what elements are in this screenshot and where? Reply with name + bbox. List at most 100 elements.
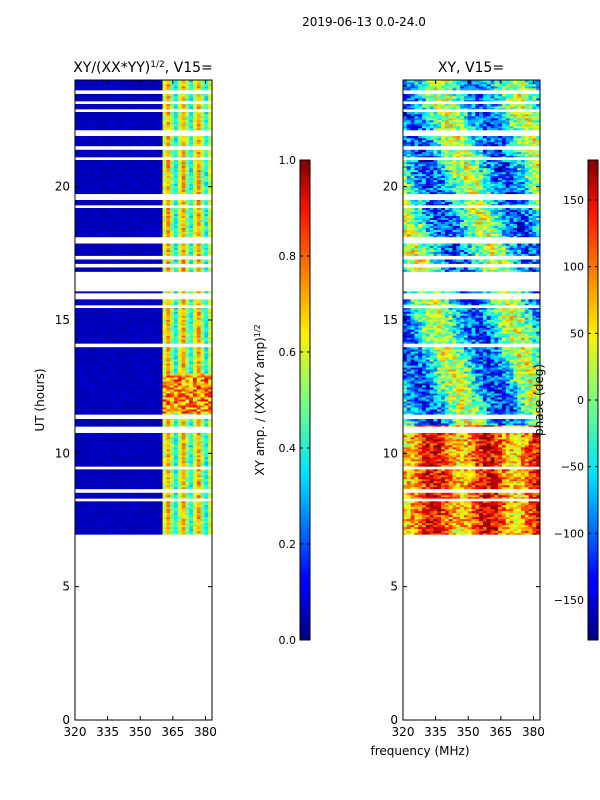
- heatmap-cell: [124, 211, 129, 215]
- heatmap-cell: [143, 347, 148, 350]
- heatmap-cell: [162, 514, 167, 518]
- heatmap-cell: [143, 397, 148, 400]
- heatmap-cell: [75, 299, 80, 302]
- heatmap-cell: [94, 331, 99, 334]
- heatmap-cell: [139, 253, 145, 256]
- heatmap-cell: [196, 389, 202, 392]
- heatmap-cell: [170, 528, 175, 532]
- heatmap-cell: [75, 462, 80, 466]
- heatmap-cell: [94, 355, 99, 358]
- heatmap-cell: [154, 530, 160, 534]
- heatmap-cell: [78, 377, 84, 380]
- heatmap-cell: [109, 514, 114, 518]
- heatmap-cell: [90, 267, 95, 270]
- heatmap-cell: [124, 413, 129, 416]
- heatmap-cell: [151, 504, 156, 508]
- heatmap-cell: [97, 363, 103, 366]
- heatmap-cell: [166, 502, 171, 506]
- heatmap-cell: [208, 500, 212, 504]
- heatmap-cell: [120, 325, 126, 328]
- heatmap-cell: [192, 247, 198, 250]
- heatmap-cell: [101, 401, 107, 404]
- heatmap-cell: [86, 371, 91, 374]
- heatmap-cell: [181, 492, 186, 496]
- heatmap-cell: [177, 434, 183, 438]
- heatmap-cell: [162, 337, 167, 340]
- heatmap-cell: [124, 502, 129, 506]
- heatmap-cell: [189, 313, 194, 316]
- heatmap-cell: [158, 486, 164, 490]
- heatmap-cell: [196, 259, 202, 262]
- heatmap-cell: [113, 411, 118, 414]
- heatmap-cell: [97, 233, 103, 236]
- heatmap-cell: [143, 399, 148, 402]
- heatmap-cell: [189, 307, 194, 310]
- heatmap-cell: [120, 434, 126, 438]
- heatmap-cell: [189, 474, 194, 478]
- heatmap-cell: [200, 261, 205, 264]
- heatmap-cell: [101, 231, 107, 234]
- heatmap-cell: [154, 399, 160, 402]
- heatmap-cell: [158, 371, 164, 374]
- heatmap-cell: [120, 347, 126, 350]
- heatmap-cell: [154, 331, 160, 334]
- heatmap-cell: [105, 349, 110, 352]
- heatmap-cell: [124, 317, 129, 320]
- heatmap-cell: [196, 512, 202, 516]
- heatmap-cell: [162, 317, 167, 320]
- heatmap-cell: [132, 261, 137, 264]
- heatmap-cell: [189, 187, 194, 191]
- heatmap-cell: [170, 311, 175, 314]
- heatmap-cell: [185, 442, 190, 446]
- heatmap-cell: [192, 327, 198, 330]
- heatmap-cell: [166, 245, 171, 248]
- heatmap-cell: [116, 351, 122, 354]
- heatmap-cell: [200, 311, 205, 314]
- heatmap-cell: [181, 520, 186, 524]
- heatmap-cell: [208, 419, 212, 422]
- heatmap-cell: [78, 321, 84, 324]
- heatmap-cell: [208, 245, 212, 248]
- heatmap-cell: [192, 235, 198, 238]
- heatmap-cell: [132, 347, 137, 350]
- heatmap-cell: [105, 397, 110, 400]
- heatmap-cell: [177, 349, 183, 352]
- heatmap-cell: [97, 333, 103, 336]
- heatmap-cell: [170, 393, 175, 396]
- heatmap-cell: [105, 209, 110, 213]
- heatmap-cell: [109, 309, 114, 312]
- heatmap-cell: [113, 219, 118, 222]
- heatmap-cell: [189, 327, 194, 330]
- heatmap-cell: [97, 313, 103, 316]
- heatmap-cell: [200, 448, 205, 452]
- heatmap-cell: [162, 421, 167, 424]
- heatmap-cell: [173, 221, 179, 224]
- heatmap-cell: [154, 233, 160, 236]
- heatmap-cell: [113, 325, 118, 328]
- heatmap-cell: [116, 233, 122, 236]
- heatmap-cell: [143, 454, 148, 458]
- heatmap-cell: [192, 267, 198, 270]
- heatmap-cell: [109, 225, 114, 228]
- heatmap-cell: [154, 373, 160, 376]
- heatmap-cell: [75, 530, 80, 534]
- heatmap-cell: [185, 389, 190, 392]
- heatmap-cell: [151, 458, 156, 462]
- heatmap-cell: [200, 213, 205, 216]
- heatmap-cell: [128, 518, 133, 522]
- heatmap-cell: [116, 313, 122, 316]
- heatmap-cell: [208, 381, 212, 384]
- heatmap-cell: [90, 432, 95, 436]
- heatmap-cell: [82, 261, 88, 264]
- heatmap-cell: [124, 371, 129, 374]
- heatmap-cell: [181, 381, 186, 384]
- heatmap-cell: [101, 323, 107, 326]
- heatmap-cell: [181, 421, 186, 424]
- heatmap-cell: [109, 409, 114, 412]
- heatmap-cell: [185, 403, 190, 406]
- heatmap-cell: [154, 423, 160, 426]
- heatmap-cell: [189, 468, 194, 472]
- heatmap-cell: [135, 209, 141, 213]
- heatmap-cell: [109, 357, 114, 360]
- heatmap-cell: [177, 482, 183, 486]
